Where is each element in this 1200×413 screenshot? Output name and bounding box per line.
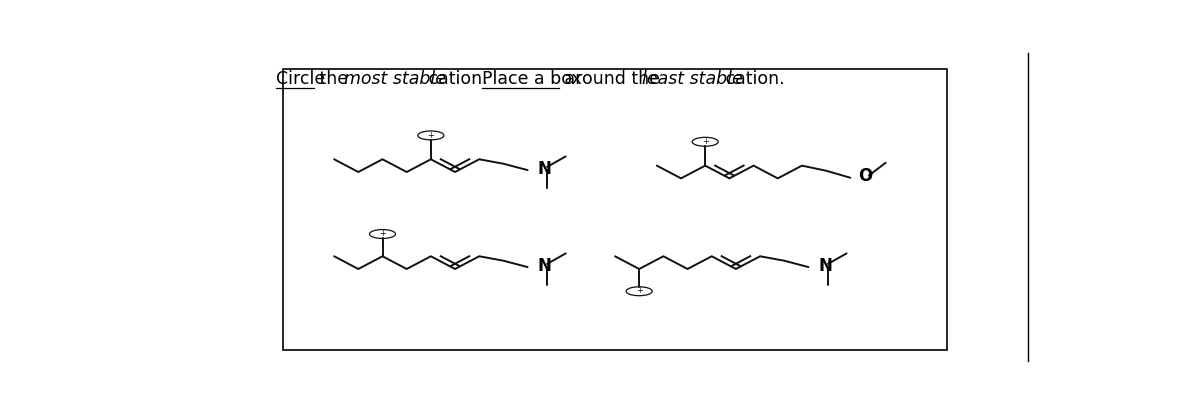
Text: +: + xyxy=(379,229,386,238)
Text: most stable: most stable xyxy=(344,70,446,88)
Text: N: N xyxy=(538,257,552,275)
Text: around the: around the xyxy=(559,70,666,88)
Text: N: N xyxy=(818,257,833,275)
Text: the: the xyxy=(313,70,353,88)
Text: cation.: cation. xyxy=(424,70,499,88)
Text: cation.: cation. xyxy=(720,70,785,88)
Text: +: + xyxy=(636,287,643,295)
Bar xyxy=(283,69,947,350)
Text: O: O xyxy=(858,167,872,185)
Text: least stable: least stable xyxy=(642,70,743,88)
Text: N: N xyxy=(538,160,552,178)
Text: +: + xyxy=(702,137,709,146)
Text: Circle: Circle xyxy=(276,70,325,88)
Text: +: + xyxy=(427,131,434,140)
Text: Place a box: Place a box xyxy=(482,70,582,88)
